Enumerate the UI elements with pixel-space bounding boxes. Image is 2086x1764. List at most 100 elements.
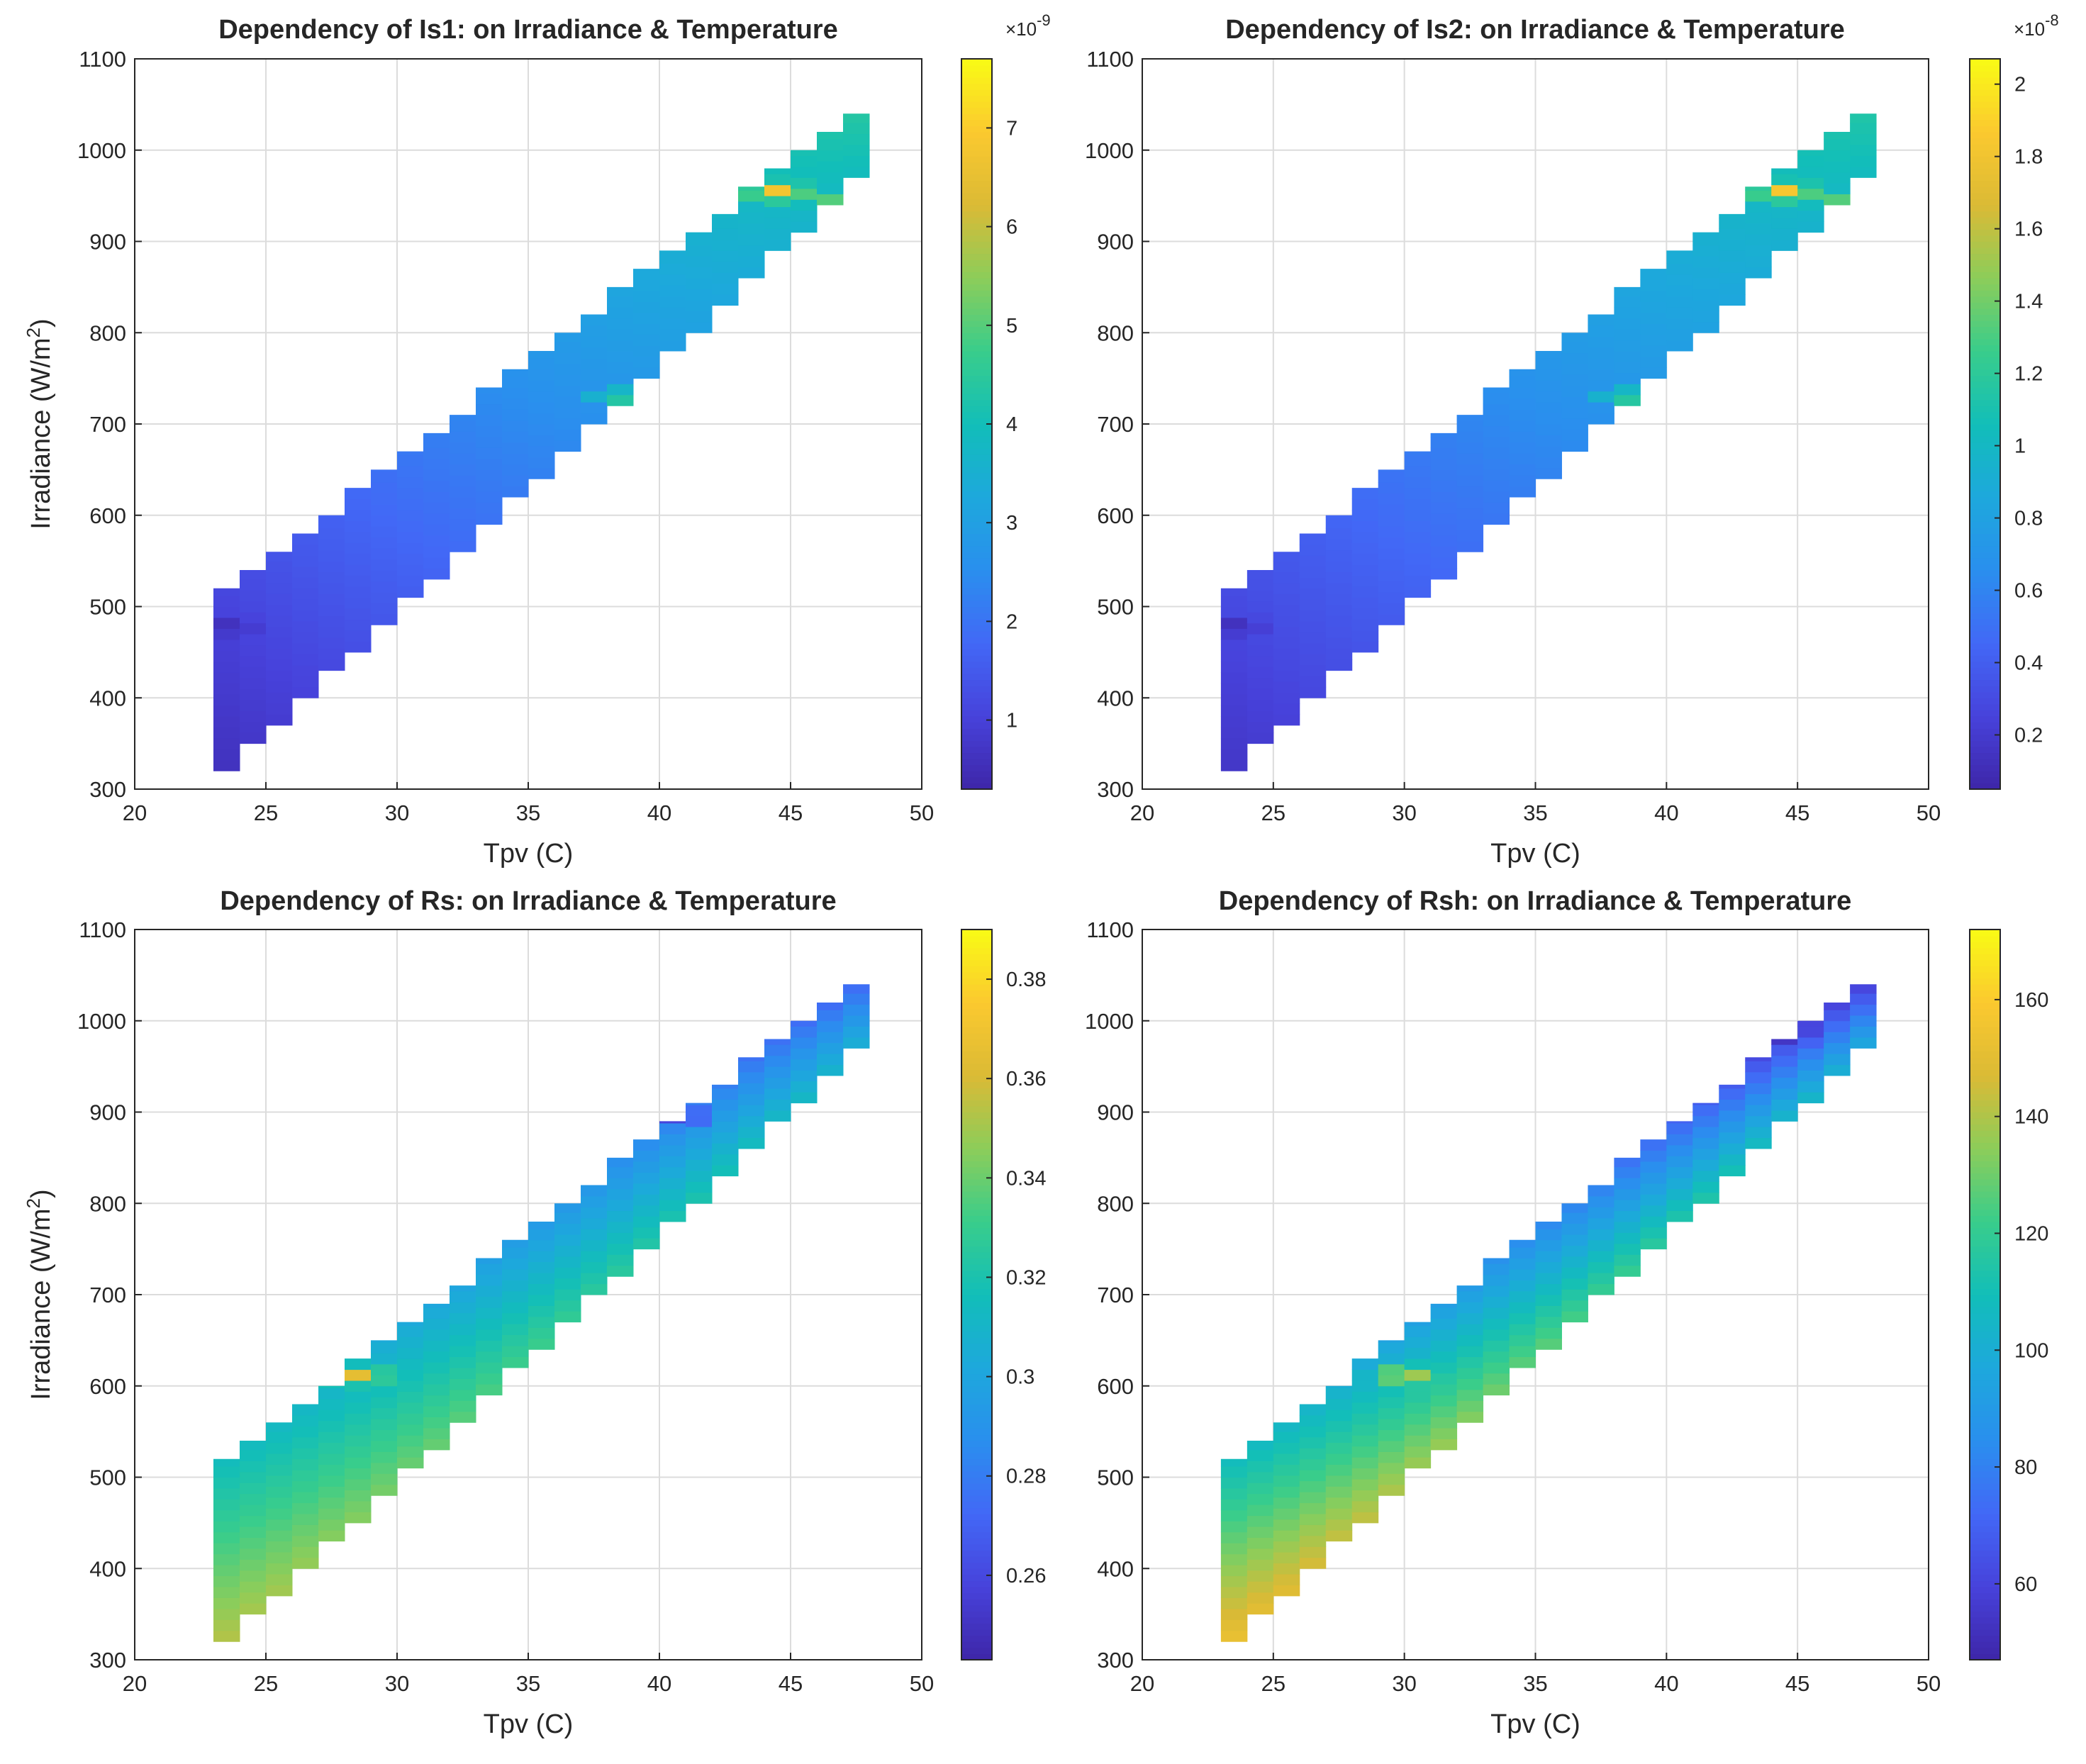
colorbar-segment bbox=[961, 89, 992, 96]
colorbar-segment bbox=[1970, 308, 2000, 316]
heatmap-cell bbox=[292, 1535, 319, 1547]
heatmap-cell bbox=[1640, 301, 1667, 313]
heatmap-cell bbox=[318, 527, 345, 540]
heatmap-cell bbox=[633, 1238, 660, 1250]
colorbar-segment bbox=[1970, 1647, 2000, 1655]
heatmap-cell bbox=[1483, 469, 1510, 481]
colorbar-tick-label: 80 bbox=[2014, 1456, 2037, 1479]
colorbar-segment bbox=[961, 1191, 992, 1198]
heatmap-cell bbox=[659, 1210, 686, 1222]
heatmap-cell bbox=[791, 1081, 818, 1093]
x-tick-label: 20 bbox=[1130, 800, 1154, 825]
heatmap-cell bbox=[817, 150, 844, 162]
colorbar-segment bbox=[961, 764, 992, 771]
colorbar-segment bbox=[1970, 1526, 2000, 1533]
colorbar-segment bbox=[961, 533, 992, 540]
heatmap-cell bbox=[318, 1497, 345, 1509]
colorbar-segment bbox=[1970, 205, 2000, 212]
colorbar-segment bbox=[961, 1392, 992, 1399]
heatmap-cell bbox=[817, 194, 844, 206]
heatmap-cell bbox=[1273, 604, 1300, 616]
heatmap-cell bbox=[476, 513, 503, 525]
colorbar-tick-label: 1.2 bbox=[2014, 363, 2043, 386]
colorbar-segment bbox=[1970, 1276, 2000, 1283]
colorbar-segment bbox=[1970, 1324, 2000, 1332]
heatmap-cell bbox=[1430, 1406, 1458, 1418]
heatmap-cell bbox=[1666, 307, 1693, 319]
colorbar-segment bbox=[961, 942, 992, 949]
colorbar-segment bbox=[961, 308, 992, 316]
heatmap-cell bbox=[1456, 1389, 1484, 1401]
colorbar-segment bbox=[1970, 1203, 2000, 1210]
heatmap-cell bbox=[1351, 1413, 1379, 1425]
heatmap-cell bbox=[1483, 458, 1510, 470]
heatmap-cell bbox=[1483, 1285, 1510, 1297]
heatmap-cell bbox=[318, 583, 345, 594]
colorbar-segment bbox=[1970, 192, 2000, 200]
y-tick-label: 600 bbox=[1097, 503, 1134, 528]
colorbar-segment bbox=[1970, 1130, 2000, 1137]
heatmap-cell bbox=[397, 1391, 424, 1403]
colorbar-segment bbox=[1970, 180, 2000, 187]
heatmap-cell bbox=[1351, 1402, 1379, 1414]
heatmap-cell bbox=[371, 613, 398, 625]
heatmap-cell bbox=[1850, 993, 1877, 1005]
colorbar-segment bbox=[961, 223, 992, 230]
heatmap-cell bbox=[1850, 1004, 1877, 1016]
colorbar-segment bbox=[961, 265, 992, 273]
colorbar-tick-label: 0.36 bbox=[1006, 1068, 1046, 1090]
heatmap-cell bbox=[1404, 575, 1432, 587]
heatmap-cell bbox=[1325, 539, 1353, 551]
heatmap-cell bbox=[581, 1217, 608, 1229]
colorbar-segment bbox=[1970, 265, 2000, 273]
colorbar-segment bbox=[1970, 1239, 2000, 1246]
heatmap-cell bbox=[1246, 699, 1274, 711]
heatmap-cell bbox=[1588, 1207, 1614, 1219]
colorbar-segment bbox=[1970, 698, 2000, 705]
heatmap-cell bbox=[633, 1183, 660, 1195]
heatmap-cell bbox=[764, 1110, 791, 1122]
heatmap-cell bbox=[1535, 1338, 1562, 1350]
heatmap-cell bbox=[345, 608, 372, 620]
colorbar-segment bbox=[961, 1477, 992, 1484]
heatmap-cell bbox=[476, 1263, 503, 1275]
heatmap-cell bbox=[318, 637, 345, 649]
heatmap-cell bbox=[1561, 1300, 1588, 1312]
heatmap-cell bbox=[1351, 619, 1379, 631]
heatmap-cell bbox=[345, 1413, 372, 1425]
heatmap-cell bbox=[1509, 1290, 1536, 1302]
colorbar-segment bbox=[961, 77, 992, 84]
plot-title: Dependency of Is1: on Irradiance & Tempe… bbox=[218, 15, 838, 45]
heatmap-cell bbox=[1378, 559, 1405, 571]
heatmap-cell bbox=[581, 1239, 608, 1251]
heatmap-cell bbox=[345, 1435, 372, 1447]
colorbar-segment bbox=[1970, 326, 2000, 333]
heatmap-cell bbox=[476, 458, 503, 470]
colorbar-segment bbox=[961, 83, 992, 90]
colorbar-segment bbox=[1970, 1580, 2000, 1587]
x-tick-label: 35 bbox=[1523, 800, 1547, 825]
colorbar-segment bbox=[961, 959, 992, 967]
heatmap-cell bbox=[292, 1414, 319, 1427]
heatmap-cell bbox=[1220, 716, 1248, 727]
heatmap-cell bbox=[213, 1608, 240, 1620]
heatmap-cell bbox=[659, 1200, 686, 1212]
colorbar-segment bbox=[961, 144, 992, 151]
heatmap-cell bbox=[423, 1318, 450, 1330]
heatmap-cell bbox=[476, 393, 503, 405]
heatmap-cell bbox=[1456, 1324, 1484, 1336]
colorbar-segment bbox=[961, 241, 992, 248]
heatmap-cell bbox=[764, 1044, 791, 1056]
heatmap-cell bbox=[712, 1099, 739, 1111]
heatmap-cell bbox=[581, 402, 608, 414]
heatmap-cell bbox=[1588, 413, 1614, 425]
heatmap-cell bbox=[1535, 1305, 1562, 1317]
colorbar-segment bbox=[1970, 1453, 2000, 1460]
x-tick-label: 35 bbox=[516, 800, 540, 825]
heatmap-cell bbox=[1745, 223, 1772, 235]
heatmap-cell bbox=[1745, 1105, 1772, 1117]
colorbar-segment bbox=[1970, 649, 2000, 656]
x-tick-label: 30 bbox=[1392, 1671, 1416, 1696]
heatmap-cell bbox=[1404, 466, 1432, 478]
